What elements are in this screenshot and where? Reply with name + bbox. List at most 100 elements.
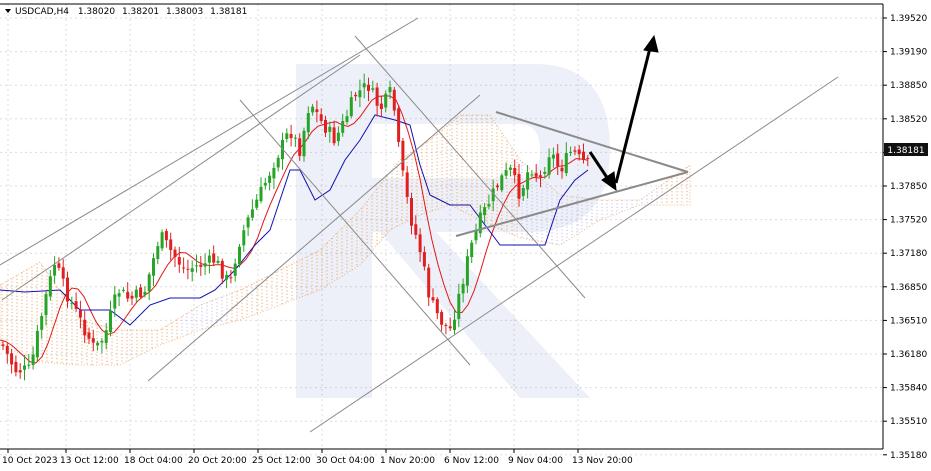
candle (229, 269, 233, 284)
y-tick-label: 1.37520 (890, 216, 927, 226)
candle (220, 258, 224, 285)
candle (332, 120, 336, 146)
candle (152, 253, 155, 287)
candle (371, 80, 375, 93)
candle (87, 327, 91, 344)
candle (5, 343, 9, 364)
x-tick-label: 6 Nov 12:00 (444, 456, 499, 466)
candle (435, 297, 439, 320)
candle (255, 194, 259, 211)
candle (521, 184, 525, 201)
candlestick-series (1, 73, 590, 381)
candle (397, 105, 401, 147)
candle (551, 147, 555, 168)
candle (96, 340, 100, 351)
chart-grid (0, 4, 883, 456)
candle (547, 148, 551, 179)
candle (203, 253, 207, 276)
candle (478, 204, 482, 238)
candle (147, 272, 151, 301)
candle (238, 244, 241, 268)
candle (289, 124, 293, 147)
candle (216, 255, 220, 266)
candle (207, 249, 211, 274)
candle (57, 257, 61, 271)
y-tick-label: 1.39190 (890, 48, 927, 58)
candle (104, 322, 108, 350)
channel-lower (147, 94, 481, 382)
y-tick-label: 1.36850 (890, 283, 927, 293)
candle (453, 309, 456, 335)
candle (272, 162, 276, 189)
candle (293, 134, 297, 147)
chart-axes (0, 3, 884, 450)
candle (586, 155, 590, 167)
candle (78, 300, 82, 329)
candle (539, 170, 542, 188)
candle (336, 126, 340, 146)
ichimoku-cloud (0, 114, 691, 366)
x-tick-label: 13 Nov 20:00 (572, 456, 633, 466)
candle (422, 246, 426, 271)
arrow-up-line (614, 47, 652, 184)
candle (388, 80, 392, 100)
x-tick-label: 20 Oct 20:00 (188, 456, 247, 466)
candle (315, 100, 319, 123)
triangle-lower (455, 171, 689, 237)
candle (474, 223, 478, 245)
y-tick-label: 1.36180 (890, 350, 927, 360)
candle (130, 291, 134, 305)
y-tick-label: 1.38850 (890, 81, 927, 91)
candle (444, 322, 448, 335)
forecast-arrows (588, 34, 659, 192)
candle (328, 121, 332, 143)
ascending-support (309, 76, 839, 433)
arrow-up-head (643, 34, 659, 53)
collapse-triangle-icon[interactable] (5, 9, 11, 13)
candle (186, 259, 190, 280)
x-tick-label: 30 Oct 04:00 (316, 456, 375, 466)
candle (405, 166, 409, 204)
candle (302, 127, 306, 162)
y-axis-ticks: 1.39520 1.39190 1.38850 1.38520 1.38181 1.378… (883, 14, 927, 461)
candle (379, 95, 383, 118)
ichimoku-lines (0, 95, 589, 364)
candle (139, 284, 143, 300)
current-price-label: 1.38181 (887, 146, 924, 156)
low-value: 1.38003 (166, 7, 203, 17)
candle (27, 354, 31, 369)
candle (534, 164, 538, 182)
candle (508, 164, 512, 177)
candle (31, 346, 35, 370)
candle (341, 113, 345, 137)
candle (543, 167, 547, 179)
candle (319, 108, 323, 124)
x-tick-label: 10 Oct 2023 (2, 456, 58, 466)
candle (500, 173, 504, 193)
candle (564, 142, 568, 177)
candle (345, 109, 349, 125)
candle (324, 115, 327, 137)
candle (358, 79, 362, 108)
candle (134, 285, 138, 303)
y-tick-label: 1.35510 (890, 417, 927, 427)
candle (276, 155, 280, 172)
candle (556, 144, 560, 176)
candle (199, 255, 203, 276)
candle (70, 296, 74, 310)
candle (164, 228, 168, 248)
candle (384, 90, 388, 113)
y-tick-label: 1.37180 (890, 249, 927, 259)
candle (23, 355, 26, 381)
candle (517, 164, 521, 207)
candle (18, 363, 22, 379)
candle (349, 91, 353, 119)
candle (246, 214, 250, 237)
x-tick-label: 18 Oct 04:00 (124, 456, 183, 466)
kijun-line (0, 114, 589, 326)
y-tick-label: 1.36510 (890, 316, 927, 326)
candle (113, 286, 117, 317)
candle (53, 256, 57, 284)
y-tick-label: 1.38520 (890, 115, 927, 125)
